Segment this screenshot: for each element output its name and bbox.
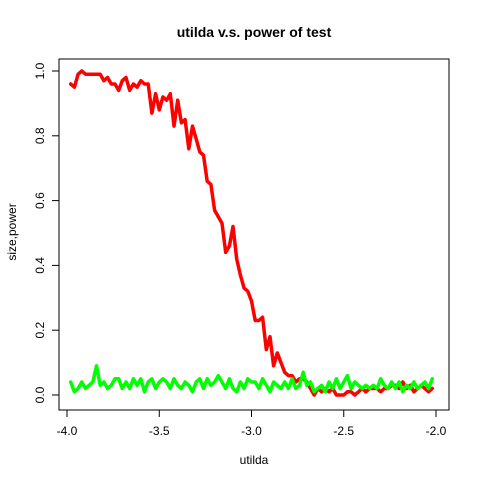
x-axis: -4.0 -3.5 -3.0 -2.5 -2.0 [57,409,447,438]
y-axis: 0.0 0.2 0.4 0.6 0.8 1.0 [33,62,60,403]
x-tick-label: -3.5 [149,424,170,438]
y-tick-label: 0.4 [33,257,47,274]
series-layer [68,69,435,397]
plot-frame [58,58,450,411]
y-tick-label: 0.8 [33,127,47,144]
y-tick-label: 0.6 [33,192,47,209]
series-line-2 [68,364,435,394]
x-tick-label: -2.0 [426,424,447,438]
chart-title: utilda v.s. power of test [177,24,332,40]
x-tick-label: -4.0 [57,424,78,438]
x-axis-label: utilda [240,453,269,467]
series-line-1 [68,69,435,397]
y-tick-label: 0.0 [33,386,47,403]
y-axis-label: size,power [5,203,19,260]
y-tick-label: 1.0 [33,62,47,79]
y-tick-label: 0.2 [33,322,47,339]
x-tick-label: -2.5 [333,424,354,438]
x-tick-label: -3.0 [241,424,262,438]
